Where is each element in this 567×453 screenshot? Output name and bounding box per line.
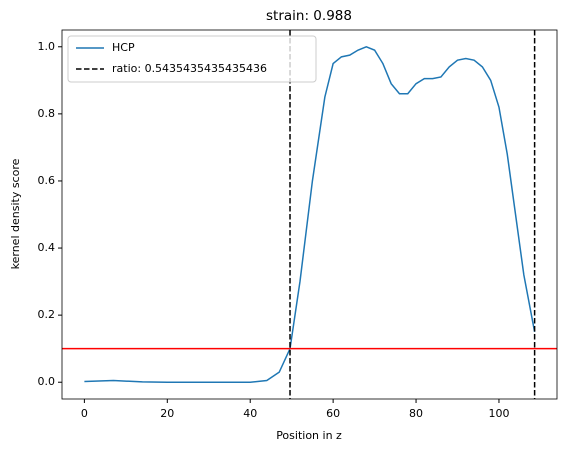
x-tick-label: 20: [160, 407, 174, 420]
legend-label: ratio: 0.5435435435435436: [112, 62, 267, 75]
x-tick-label: 40: [243, 407, 257, 420]
y-tick-label: 0.4: [38, 241, 56, 254]
line-series: [84, 45, 536, 383]
y-axis-label: kernel density score: [9, 158, 22, 269]
y-tick-label: 1.0: [38, 40, 56, 53]
y-tick-label: 0.2: [38, 308, 56, 321]
legend-label: HCP: [112, 41, 135, 54]
chart-title: strain: 0.988: [266, 8, 352, 24]
x-tick-label: 0: [81, 407, 88, 420]
y-tick-label: 0.8: [38, 107, 56, 120]
x-axis-label: Position in z: [276, 429, 342, 442]
x-tick-label: 100: [488, 407, 509, 420]
x-tick-label: 60: [326, 407, 340, 420]
x-tick-label: 80: [409, 407, 423, 420]
plot-frame: [61, 29, 558, 400]
y-tick-label: 0.6: [38, 174, 56, 187]
legend-box: [67, 35, 317, 83]
y-tick-label: 0.0: [38, 375, 56, 388]
